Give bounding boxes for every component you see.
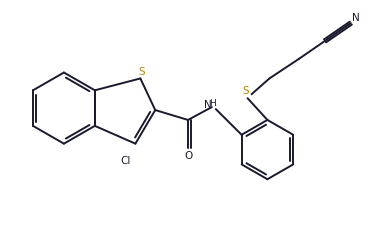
Text: Cl: Cl [120, 156, 131, 167]
Text: S: S [138, 67, 145, 76]
Text: H: H [210, 99, 216, 108]
Text: S: S [242, 86, 249, 96]
Text: N: N [204, 100, 212, 110]
Text: O: O [184, 151, 192, 161]
Text: N: N [352, 13, 360, 23]
